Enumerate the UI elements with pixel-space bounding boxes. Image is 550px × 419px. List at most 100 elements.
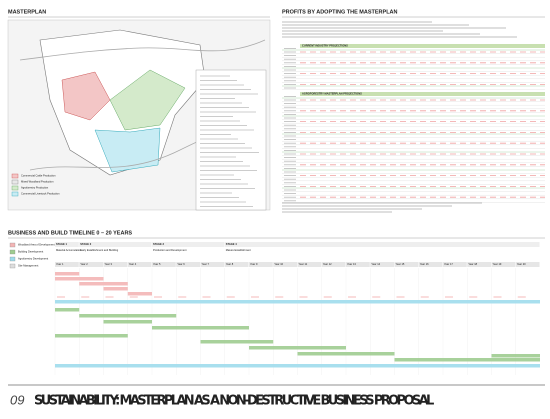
gantt-bar [491,354,540,358]
year-header [152,262,176,267]
year-label: Year 19 [493,262,502,266]
footer-number: 09 [10,392,24,407]
profits-title: PROFITS BY ADOPTING THE MASTERPLAN [282,9,398,15]
stage-header [224,242,540,247]
year-header [176,262,200,267]
stage-label: STAGE 3 [153,242,164,246]
stage-header [152,242,225,247]
gantt-bar [103,287,128,291]
gantt-bar [79,282,128,286]
year-label: Year 6 [177,262,185,266]
stage-header [79,242,152,247]
stage-name: Early Establishment and Building [80,248,118,252]
year-label: Year 16 [420,262,429,266]
map-notes-panel [195,69,267,211]
year-header [55,262,79,267]
year-header [467,262,491,267]
year-header [394,262,419,267]
year-label: Year 2 [80,262,88,266]
year-header [443,262,467,267]
zone-woodland [109,69,186,131]
legend-label: Agroforestry Production [21,186,49,190]
legend-label: Building Development [18,250,44,254]
year-header [370,262,394,267]
gantt-bar [249,346,346,350]
year-label: Year 15 [396,262,405,266]
year-label: Year 4 [129,262,137,266]
year-label: Year 3 [105,262,113,266]
table-title: AGROFORESTRY MASTERPLAN PROJECTIONS [302,92,362,96]
gantt-bar [55,300,540,304]
year-header [103,262,128,267]
year-label: Year 11 [299,262,308,266]
site-map [7,19,271,211]
legend-label: Mixed Woodland Production [21,180,54,184]
year-label: Year 8 [226,262,234,266]
year-header [297,262,322,267]
year-header [249,262,273,267]
stage-header [55,242,79,247]
stage-label: STAGE 4 [226,242,237,246]
gantt-bar [55,272,80,276]
table-header [300,44,545,48]
year-label: Year 7 [202,262,210,266]
year-header [515,262,540,267]
table-header [300,92,545,96]
stage-name: Mature Establishment [226,248,251,252]
stage-name: Material Accumulation [56,248,82,252]
gantt-bar [55,364,540,368]
legend-label: Site Management [18,264,39,268]
zone-cattle [61,71,111,121]
year-label: Year 18 [468,262,477,266]
year-label: Year 1 [56,262,64,266]
year-label: Year 17 [444,262,453,266]
gantt-bar [103,320,152,324]
year-header [200,262,225,267]
legend-swatch [11,173,19,179]
gantt-bar [127,292,152,296]
legend-swatch [11,191,19,197]
gantt-bar [200,340,274,344]
gantt-bar [394,358,540,362]
year-header [127,262,152,267]
year-label: Year 5 [153,262,161,266]
year-label: Year 20 [517,262,526,266]
gantt-bar [152,326,249,330]
stage-label: STAGE 1 [56,242,67,246]
legend-label: Agroforestry Development [18,257,48,261]
legend-label: Commercial Livestock Production [21,192,60,196]
year-header [273,262,297,267]
gantt-bar [55,334,128,338]
legend-swatch [11,179,19,185]
year-label: Year 10 [274,262,283,266]
legend-swatch [9,249,16,255]
year-header [79,262,103,267]
zone-livestock [94,127,161,173]
gantt-bar [55,308,80,312]
gantt-bar [55,277,104,281]
year-header [321,262,346,267]
year-header [224,262,249,267]
stage-label: STAGE 2 [80,242,91,246]
year-label: Year 12 [323,262,332,266]
year-header [418,262,443,267]
stage-name: Production and Development [153,248,187,252]
year-label: Year 9 [250,262,258,266]
gantt-bar [79,314,177,318]
table-title: CURRENT INDUSTRY PROJECTIONS [302,44,348,48]
legend-swatch [9,263,16,269]
legend-label: Commercial Cattle Production [21,174,56,178]
gantt-bar [297,352,395,356]
legend-swatch [9,242,16,248]
year-header [346,262,370,267]
legend-label: Woodland Area of Development [18,243,55,247]
legend-swatch [9,256,16,262]
footer-title: SUSTAINABILITY: MASTERPLAN AS A NON-DEST… [34,394,434,409]
masterplan-title: MASTERPLAN [8,9,46,15]
legend-swatch [11,185,19,191]
year-header [491,262,516,267]
year-label: Year 13 [347,262,356,266]
year-label: Year 14 [371,262,380,266]
timeline-title: BUSINESS AND BUILD TIMELINE 0 – 20 YEARS [8,230,132,236]
